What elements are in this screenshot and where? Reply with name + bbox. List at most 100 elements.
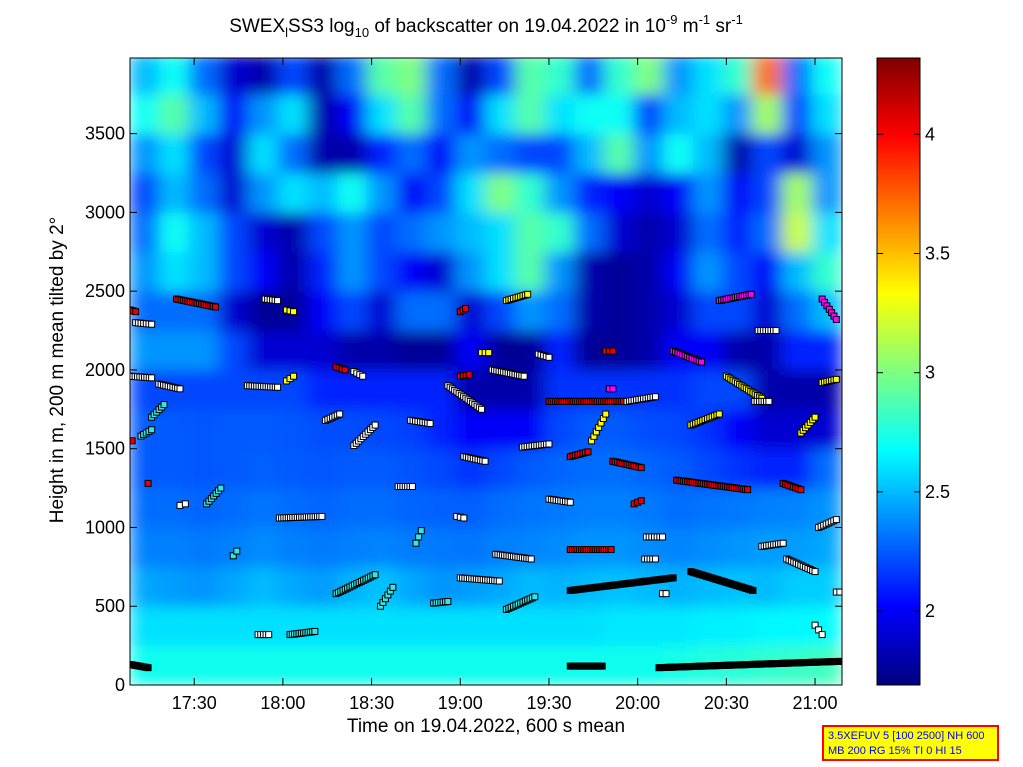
- heatmap-cell: [307, 605, 339, 647]
- heatmap-cell: [515, 172, 546, 213]
- heatmap-cell: [396, 133, 428, 174]
- heatmap-cell: [396, 172, 428, 213]
- heatmap-cell: [396, 330, 428, 371]
- heatmap: [130, 58, 842, 685]
- heatmap-cell: [633, 566, 665, 607]
- heatmap-cell: [781, 133, 813, 174]
- layer-marker: [408, 483, 416, 491]
- heatmap-cell: [159, 408, 190, 450]
- y-tick-label: 0: [115, 675, 125, 695]
- heatmap-cell: [130, 526, 161, 568]
- heatmap-cell: [337, 172, 368, 213]
- title-text: SWEX: [229, 16, 286, 37]
- heatmap-cell: [218, 93, 250, 135]
- heatmap-cell: [752, 566, 783, 607]
- heatmap-cell: [604, 290, 635, 332]
- layer-marker: [584, 448, 592, 456]
- heatmap-cell: [752, 448, 783, 489]
- x-tick-label: 21:00: [793, 693, 838, 713]
- heatmap-cell: [307, 566, 339, 607]
- layer-marker: [662, 590, 670, 598]
- layer-marker: [749, 586, 757, 594]
- x-tick-label: 19:00: [438, 693, 483, 713]
- heatmap-cell: [633, 605, 665, 647]
- heatmap-cell: [604, 211, 635, 253]
- heatmap-cell: [426, 605, 457, 647]
- heatmap-cell: [366, 251, 398, 292]
- heatmap-cell: [277, 408, 309, 450]
- layer-marker: [481, 457, 489, 465]
- heatmap-cell: [811, 58, 842, 95]
- heatmap-cell: [544, 487, 576, 528]
- layer-marker: [836, 588, 842, 596]
- x-tick-label: 19:30: [526, 693, 571, 713]
- heatmap-cell: [781, 93, 813, 135]
- heatmap-cell: [515, 487, 546, 528]
- heatmap-cell: [337, 93, 368, 135]
- heatmap-cell: [663, 58, 694, 95]
- heatmap-cell: [188, 172, 220, 213]
- axes: 17:30 18:00 18:30 19:00 19:30 20:00 20:30 21:00…: [85, 58, 842, 713]
- heatmap-cell: [692, 369, 724, 410]
- layer-marker: [495, 577, 503, 585]
- chart-title: SWEXlSS3 log10 of backscatter on 19.04.2…: [0, 12, 972, 40]
- heatmap-cell: [692, 211, 724, 253]
- title-superscript: -1: [698, 12, 711, 27]
- heatmap-cell: [692, 133, 724, 174]
- heatmap-cell: [781, 251, 813, 292]
- plot-area: [130, 58, 842, 685]
- heatmap-cell: [277, 251, 309, 292]
- heatmap-cell: [544, 566, 576, 607]
- heatmap-cell: [218, 526, 250, 568]
- layer-marker: [797, 486, 805, 494]
- heatmap-cell: [781, 211, 813, 253]
- heatmap-cell: [811, 251, 842, 292]
- heatmap-cell: [574, 290, 606, 332]
- heatmap-cell: [692, 172, 724, 213]
- x-tick-label: 20:00: [615, 693, 660, 713]
- heatmap-cell: [248, 330, 279, 371]
- heatmap-cell: [337, 211, 368, 253]
- heatmap-cell: [574, 58, 606, 95]
- heatmap-cell: [544, 172, 576, 213]
- heatmap-cell: [604, 251, 635, 292]
- heatmap-cell: [159, 605, 190, 647]
- title-superscript: -1: [731, 12, 743, 27]
- heatmap-cell: [159, 211, 190, 253]
- layer-marker: [341, 366, 349, 374]
- heatmap-cell: [752, 290, 783, 332]
- x-tick-label: 20:30: [704, 693, 749, 713]
- y-tick-label: 2000: [85, 360, 125, 380]
- heatmap-cell: [455, 251, 487, 292]
- heatmap-cell: [188, 526, 220, 568]
- heatmap-cell: [426, 645, 457, 685]
- heatmap-cell: [722, 133, 754, 174]
- layer-marker: [818, 631, 826, 639]
- heatmap-cell: [218, 290, 250, 332]
- heatmap-cell: [811, 330, 842, 371]
- colorbar-tick-label: 4: [925, 124, 935, 144]
- heatmap-cell: [188, 211, 220, 253]
- heatmap-cell: [663, 211, 694, 253]
- heatmap-cell: [277, 448, 309, 489]
- layer-marker: [444, 598, 452, 606]
- heatmap-cell: [692, 487, 724, 528]
- heatmap-cell: [663, 172, 694, 213]
- layer-marker: [371, 421, 379, 429]
- heatmap-cell: [544, 605, 576, 647]
- heatmap-cell: [248, 645, 279, 685]
- heatmap-cell: [752, 211, 783, 253]
- layer-marker: [478, 405, 486, 413]
- layer-marker: [637, 497, 645, 505]
- heatmap-cell: [188, 369, 220, 410]
- heatmap-cell: [426, 448, 457, 489]
- heatmap-cell: [692, 251, 724, 292]
- heatmap-cell: [544, 58, 576, 95]
- layer-marker: [744, 486, 752, 494]
- heatmap-cell: [277, 526, 309, 568]
- info-line-2: MB 200 RG 15% TI 0 HI 15: [828, 745, 962, 757]
- heatmap-cell: [574, 487, 606, 528]
- layer-marker: [609, 385, 617, 393]
- heatmap-cell: [396, 58, 428, 95]
- heatmap-cell: [307, 58, 339, 95]
